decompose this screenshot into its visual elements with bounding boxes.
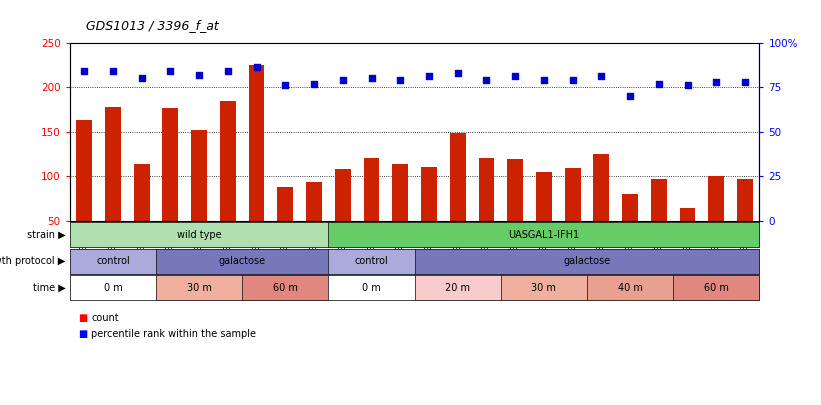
Bar <box>709 176 724 265</box>
Bar <box>364 158 379 265</box>
Point <box>566 77 580 83</box>
Point <box>595 73 608 80</box>
Point <box>739 79 752 85</box>
Bar <box>76 120 92 265</box>
Bar <box>249 65 264 265</box>
Text: control: control <box>96 256 130 266</box>
Bar <box>191 130 207 265</box>
Text: 0 m: 0 m <box>362 283 381 292</box>
Point <box>337 77 350 83</box>
Point <box>452 70 465 76</box>
Bar <box>680 208 695 265</box>
Point <box>308 80 321 87</box>
Point <box>78 68 91 74</box>
Point <box>394 77 407 83</box>
Point <box>710 79 723 85</box>
Point <box>192 71 205 78</box>
Text: percentile rank within the sample: percentile rank within the sample <box>91 329 256 339</box>
Bar <box>565 168 580 265</box>
Bar <box>392 164 408 265</box>
Text: time ▶: time ▶ <box>33 283 66 292</box>
Text: 30 m: 30 m <box>531 283 557 292</box>
Bar <box>134 164 149 265</box>
Point <box>107 68 120 74</box>
Bar <box>220 101 236 265</box>
Point <box>681 82 695 89</box>
Point <box>480 77 493 83</box>
Text: ■: ■ <box>78 313 87 323</box>
Point <box>653 80 666 87</box>
Text: 30 m: 30 m <box>186 283 212 292</box>
Text: galactose: galactose <box>563 256 611 266</box>
Bar <box>105 107 121 265</box>
Text: GDS1013 / 3396_f_at: GDS1013 / 3396_f_at <box>86 19 219 32</box>
Text: control: control <box>355 256 388 266</box>
Text: wild type: wild type <box>177 230 222 240</box>
Point <box>509 73 522 80</box>
Bar <box>479 158 494 265</box>
Point <box>624 93 637 99</box>
Text: 0 m: 0 m <box>103 283 122 292</box>
Text: 60 m: 60 m <box>273 283 298 292</box>
Bar <box>651 179 667 265</box>
Bar <box>536 172 552 265</box>
Point <box>365 75 378 81</box>
Point <box>164 68 177 74</box>
Bar <box>507 159 523 265</box>
Text: 40 m: 40 m <box>617 283 643 292</box>
Text: ■: ■ <box>78 329 87 339</box>
Point <box>250 64 264 71</box>
Bar <box>277 187 293 265</box>
Bar <box>163 109 178 265</box>
Point <box>538 77 551 83</box>
Bar <box>335 169 351 265</box>
Point <box>222 68 235 74</box>
Bar <box>421 167 437 265</box>
Bar <box>594 154 609 265</box>
Text: count: count <box>91 313 119 323</box>
Text: 20 m: 20 m <box>445 283 470 292</box>
Point <box>279 82 292 89</box>
Text: galactose: galactose <box>218 256 266 266</box>
Bar <box>622 194 638 265</box>
Bar <box>306 181 322 265</box>
Text: growth protocol ▶: growth protocol ▶ <box>0 256 66 266</box>
Point <box>135 75 149 81</box>
Bar <box>450 132 466 265</box>
Point <box>423 73 436 80</box>
Bar <box>737 179 753 265</box>
Text: 60 m: 60 m <box>704 283 729 292</box>
Text: strain ▶: strain ▶ <box>27 230 66 240</box>
Text: UASGAL1-IFH1: UASGAL1-IFH1 <box>508 230 580 240</box>
